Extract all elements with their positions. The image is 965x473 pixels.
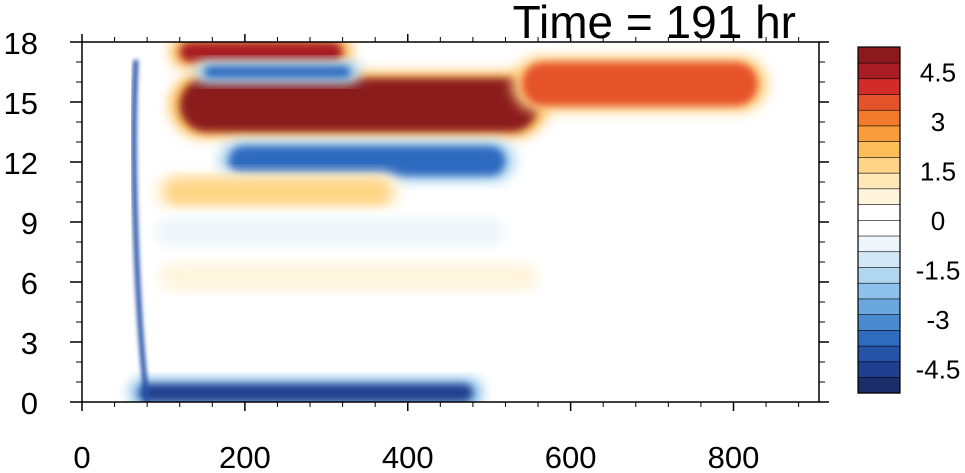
colorbar-label: -3 (926, 305, 949, 335)
colorbar-swatch (857, 156, 901, 174)
x-tick-label: 600 (545, 440, 597, 473)
colorbar-swatch (857, 109, 901, 127)
y-tick-label: 9 (21, 206, 38, 241)
heatmap-front-line (131, 59, 150, 402)
y-tick-label: 6 (21, 266, 38, 301)
colorbar-swatch (857, 251, 901, 268)
colorbar-swatch (857, 93, 901, 111)
heatmap-negative-band-8km (155, 218, 506, 246)
colorbar-swatch (857, 329, 901, 347)
heatmap-upper-positive-band (179, 78, 539, 132)
heatmap-mid-negative-band (228, 146, 506, 176)
colorbar-swatch (857, 172, 901, 190)
colorbar-swatch (857, 314, 901, 331)
y-tick-label: 3 (21, 326, 38, 361)
colorbar-swatch (857, 282, 901, 300)
heatmap-top-negative-streak (204, 66, 351, 78)
colorbar-swatch (857, 376, 901, 394)
y-tick-label: 18 (4, 26, 38, 61)
heatmap-field (129, 42, 768, 402)
colorbar-swatch (857, 188, 901, 205)
colorbar-swatch (857, 141, 901, 158)
colorbar-label: 4.5 (920, 58, 956, 88)
colorbar-swatch (857, 46, 901, 64)
y-tick-label: 15 (4, 86, 38, 121)
colorbar: 4.5 3 1.5 0 -1.5 -3 -4.5 (857, 46, 961, 394)
colorbar-swatch (857, 235, 901, 253)
heatmap-top-positive-streak (179, 42, 343, 62)
colorbar-swatch (857, 219, 901, 237)
heatmap-surface-negative-band (139, 384, 473, 402)
colorbar-swatch (857, 345, 901, 363)
x-tick-label: 200 (219, 440, 271, 473)
heatmap-upper-positive-band-extension (521, 62, 758, 106)
colorbar-frame (857, 46, 901, 394)
x-tick-label: 0 (73, 440, 90, 473)
y-axis: 0 3 6 9 12 15 18 (4, 26, 829, 421)
colorbar-swatch (857, 203, 901, 221)
colorbar-swatch (857, 298, 901, 315)
colorbar-label: 3 (931, 107, 945, 137)
x-tick-label: 400 (382, 440, 434, 473)
x-tick-label: 800 (708, 440, 760, 473)
heatmap-positive-band-6km (159, 262, 539, 292)
chart-title: Time = 191 hr (513, 0, 796, 48)
colorbar-label: 1.5 (920, 157, 956, 187)
y-tick-label: 0 (21, 386, 38, 421)
colorbar-label: -1.5 (916, 255, 961, 285)
heatmap-positive-band-10km (163, 178, 392, 206)
colorbar-swatch (857, 125, 901, 142)
colorbar-swatch (857, 62, 901, 80)
colorbar-label: 0 (931, 206, 945, 236)
colorbar-label: -4.5 (916, 354, 961, 384)
colorbar-swatch (857, 266, 901, 284)
y-tick-label: 12 (4, 146, 38, 181)
x-axis: 0 200 400 600 800 (73, 34, 800, 473)
colorbar-swatch (857, 78, 901, 95)
colorbar-swatch (857, 361, 901, 378)
